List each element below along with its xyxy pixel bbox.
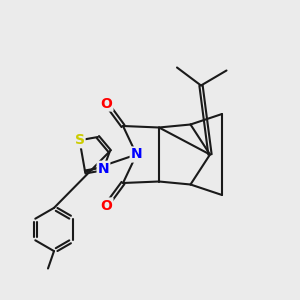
Text: O: O xyxy=(100,97,112,110)
Text: O: O xyxy=(100,199,112,212)
Text: S: S xyxy=(74,133,85,147)
Text: N: N xyxy=(98,162,109,176)
Text: N: N xyxy=(131,148,142,161)
